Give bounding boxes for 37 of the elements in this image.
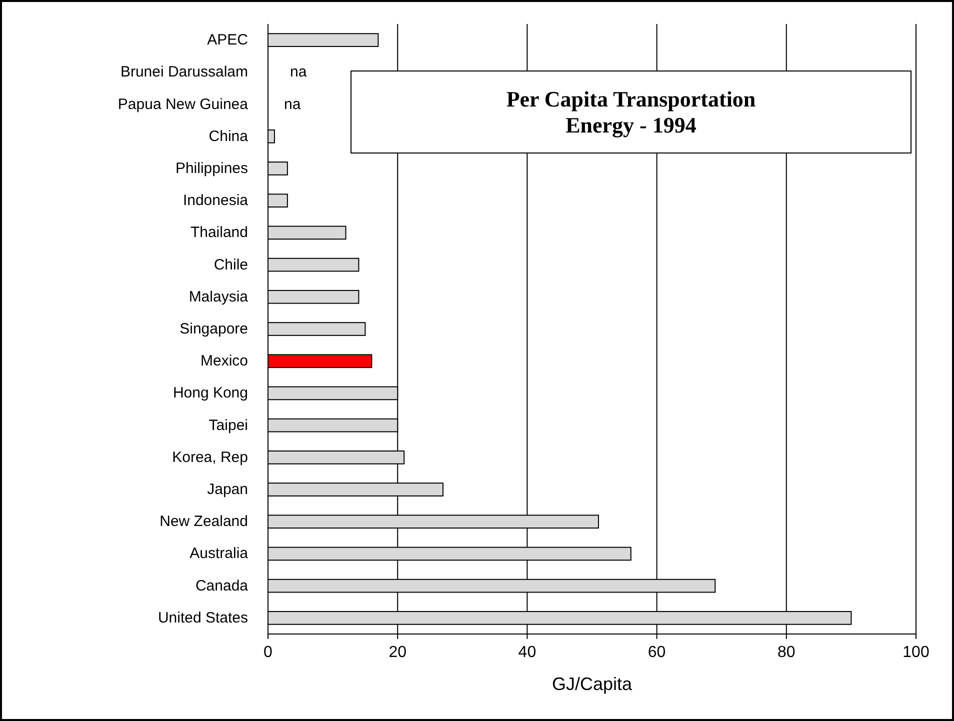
y-tick-label: APEC	[207, 32, 248, 49]
x-axis-title: GJ/Capita	[552, 674, 633, 694]
bar	[268, 226, 346, 240]
x-tick-label: 80	[778, 644, 796, 661]
title-box: Per Capita Transportation Energy - 1994	[350, 70, 912, 154]
bar	[268, 162, 288, 176]
y-tick-label: Taipei	[208, 416, 248, 434]
y-tick-label: United States	[158, 609, 248, 626]
y-tick-label: Australia	[190, 545, 249, 562]
y-tick-label: Brunei Darussalam	[120, 64, 248, 81]
bar	[268, 258, 360, 272]
y-tick-label: Thailand	[190, 224, 248, 242]
bar	[268, 194, 288, 208]
bar	[268, 33, 379, 47]
y-tick-label: Indonesia	[182, 192, 249, 210]
y-tick-label: Hong Kong	[172, 384, 248, 402]
y-tick-label: Papua New Guinea	[118, 96, 249, 113]
x-tick-label: 60	[648, 644, 666, 661]
y-tick-label: China	[208, 128, 249, 145]
y-tick-label: Canada	[195, 577, 249, 594]
x-tick-label: 0	[264, 644, 273, 661]
y-tick-label: Chile	[214, 256, 248, 274]
text: na	[290, 64, 307, 81]
y-tick-label: Malaysia	[188, 288, 249, 306]
x-tick-label: 40	[518, 644, 536, 661]
x-tick-label: 20	[388, 644, 407, 661]
x-tick-label: 100	[902, 644, 930, 661]
text: na	[284, 96, 301, 113]
bar	[268, 322, 366, 336]
y-tick-label: Korea, Rep	[172, 448, 248, 466]
bar	[268, 354, 372, 368]
y-tick-label: Philippines	[175, 160, 248, 177]
y-tick-label: Singapore	[180, 320, 248, 338]
y-tick-label: New Zealand	[160, 513, 248, 530]
bar	[268, 290, 360, 304]
y-tick-label: Japan	[207, 481, 248, 498]
y-tick-label: Mexico	[200, 352, 248, 370]
